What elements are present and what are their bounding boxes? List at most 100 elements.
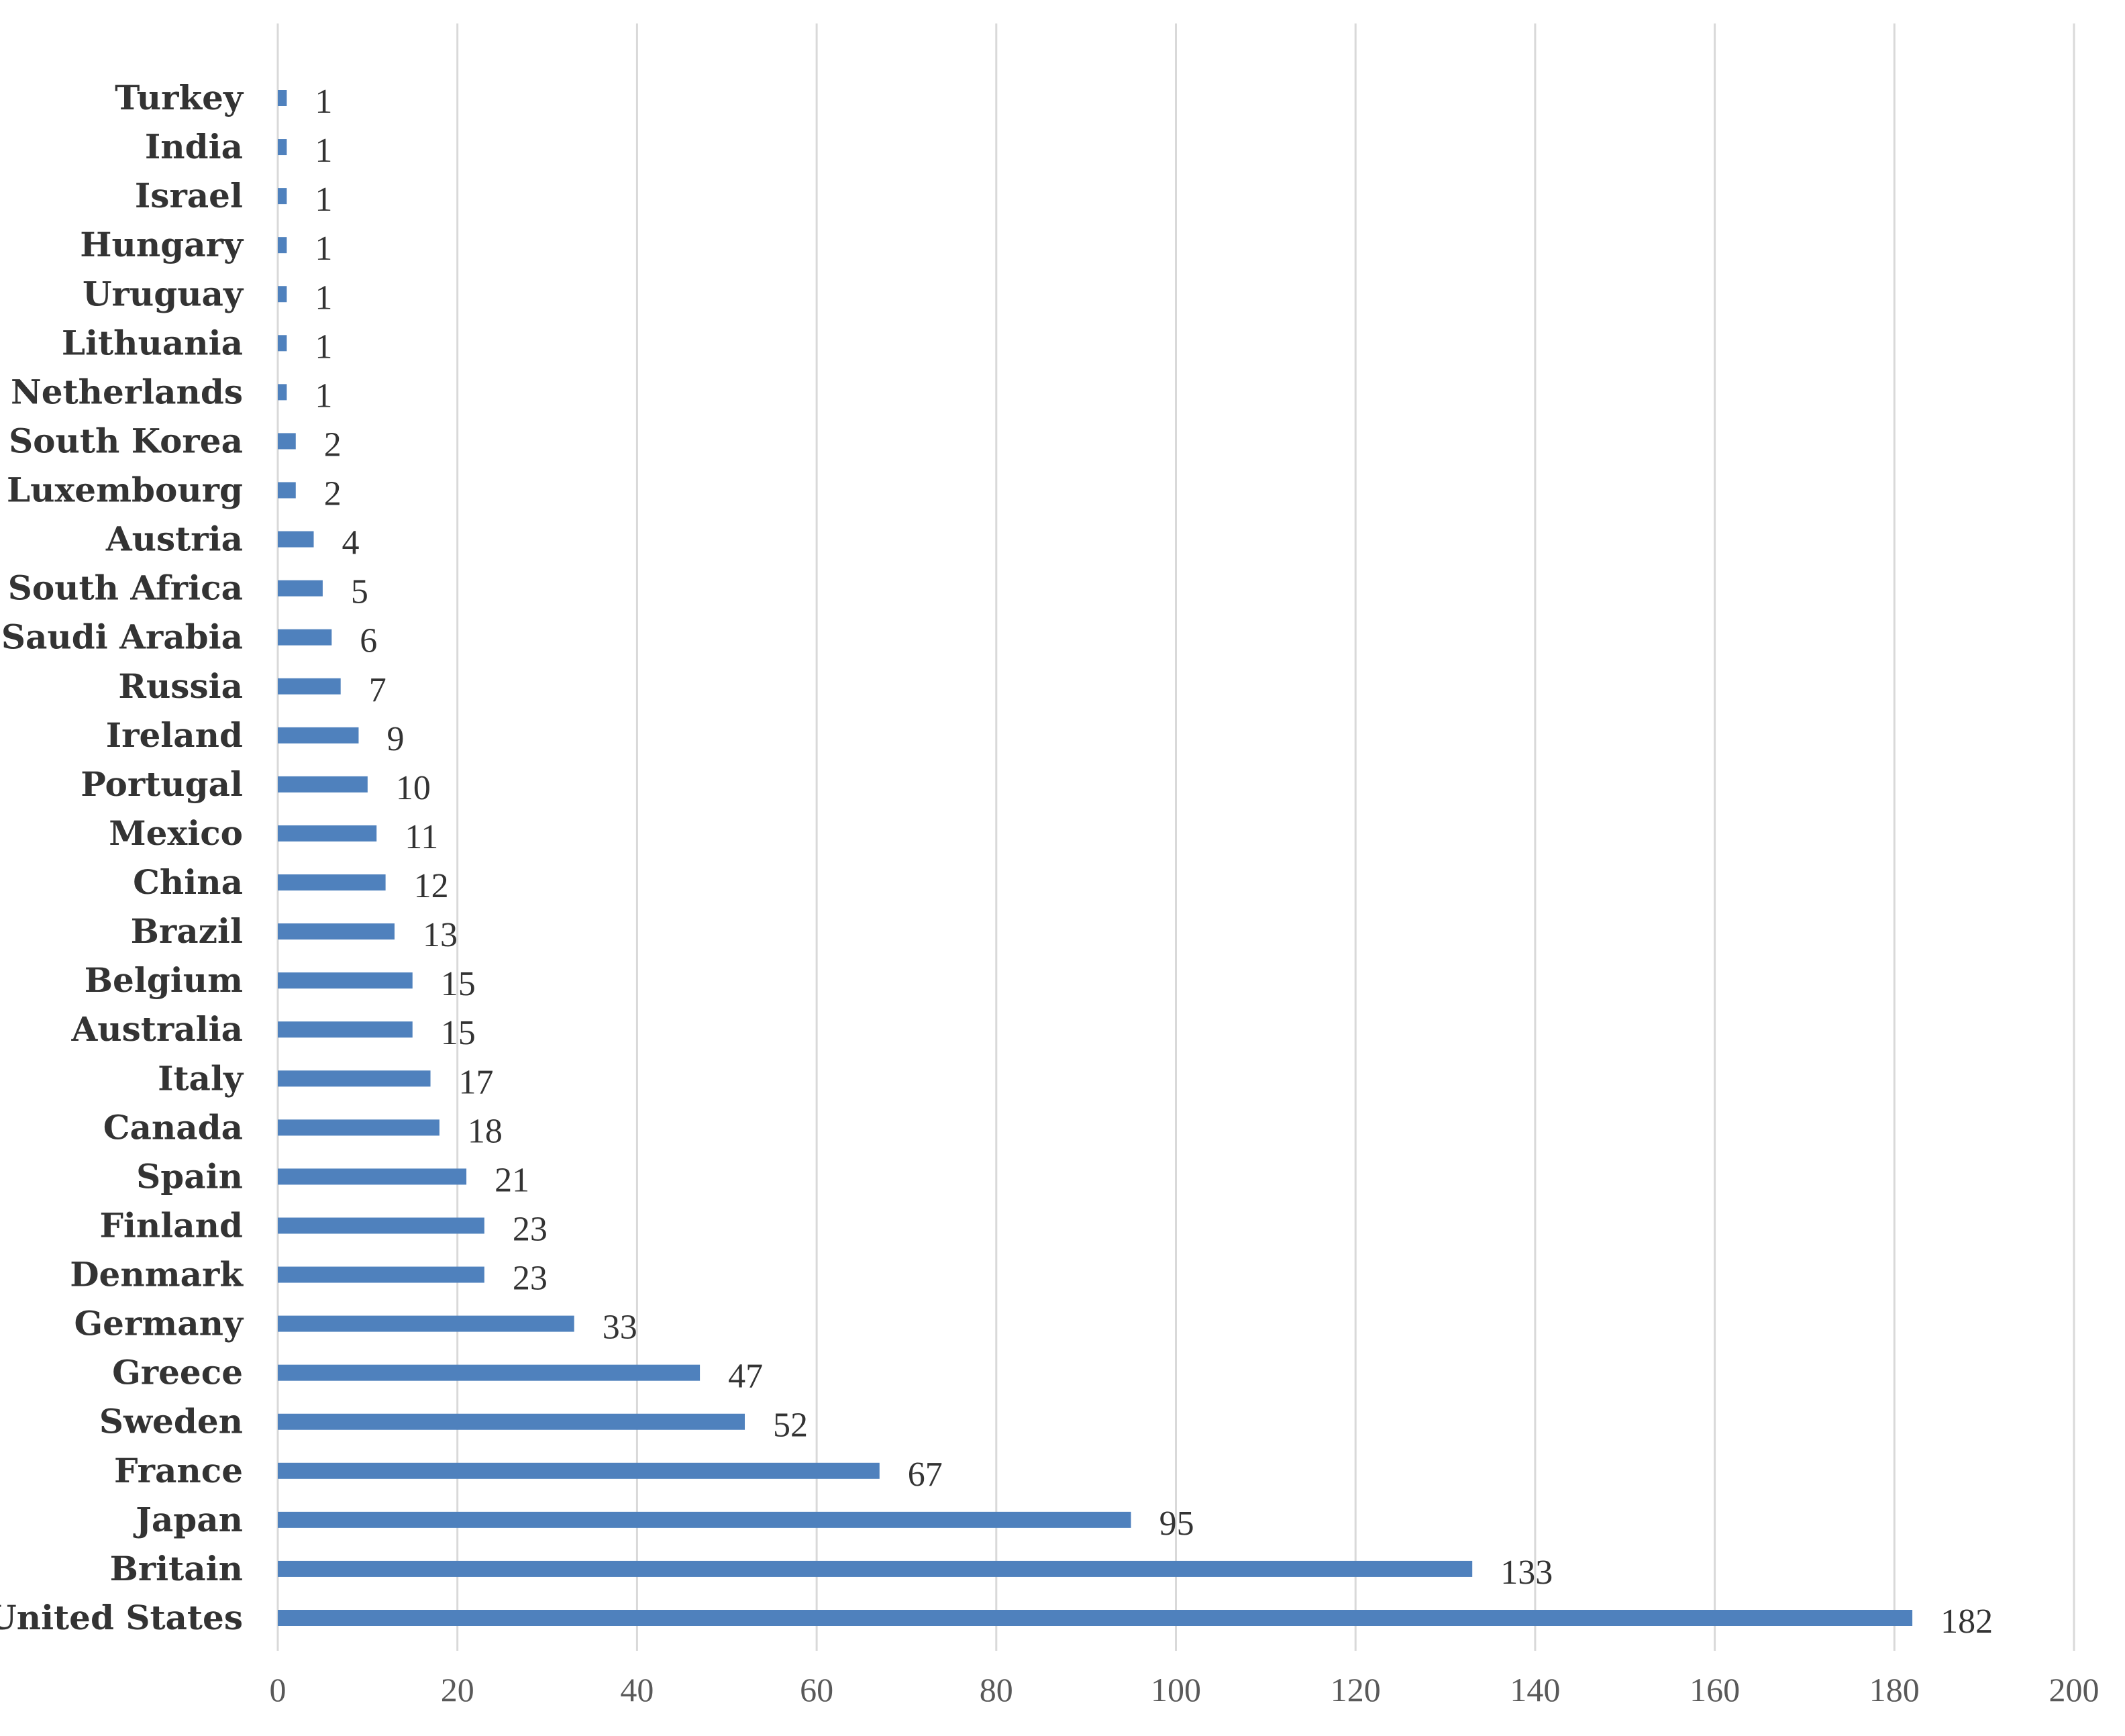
value-label-netherlands: 1 bbox=[315, 376, 332, 415]
category-label-south-korea: South Korea bbox=[9, 421, 243, 460]
bar-austria bbox=[278, 531, 314, 548]
bar-belgium bbox=[278, 972, 413, 989]
value-label-germany: 33 bbox=[603, 1309, 637, 1347]
bar-spain bbox=[278, 1168, 467, 1185]
value-label-mexico: 11 bbox=[405, 818, 438, 856]
value-label-luxembourg: 2 bbox=[324, 475, 342, 513]
x-tick-label-160: 160 bbox=[1690, 1671, 1740, 1708]
bar-israel bbox=[278, 188, 287, 205]
bar-hungary bbox=[278, 237, 287, 254]
bar-finland bbox=[278, 1217, 484, 1234]
category-label-austria: Austria bbox=[105, 519, 243, 559]
value-label-australia: 15 bbox=[441, 1014, 476, 1052]
bar-canada bbox=[278, 1119, 439, 1136]
bar-luxembourg bbox=[278, 482, 296, 499]
x-tick-label-140: 140 bbox=[1510, 1671, 1560, 1708]
category-label-denmark: Denmark bbox=[70, 1255, 244, 1294]
value-label-belgium: 15 bbox=[441, 965, 476, 1003]
value-label-france: 67 bbox=[908, 1456, 943, 1494]
x-tick-label-20: 20 bbox=[441, 1671, 474, 1708]
category-label-italy: Italy bbox=[158, 1058, 244, 1098]
bar-uruguay bbox=[278, 286, 287, 303]
x-tick-label-0: 0 bbox=[270, 1671, 287, 1708]
category-label-belgium: Belgium bbox=[85, 960, 243, 1000]
bar-greece bbox=[278, 1364, 701, 1381]
bar-south-korea bbox=[278, 433, 296, 450]
category-label-russia: Russia bbox=[118, 666, 243, 706]
category-label-india: India bbox=[145, 127, 243, 166]
category-label-turkey: Turkey bbox=[115, 78, 244, 117]
x-tick-label-120: 120 bbox=[1331, 1671, 1381, 1708]
x-tick-label-200: 200 bbox=[2049, 1671, 2100, 1708]
bar-britain bbox=[278, 1560, 1473, 1577]
category-label-mexico: Mexico bbox=[109, 813, 243, 853]
category-label-netherlands: Netherlands bbox=[11, 372, 243, 411]
value-label-greece: 47 bbox=[728, 1358, 763, 1396]
value-label-israel: 1 bbox=[315, 181, 332, 219]
x-tick-label-80: 80 bbox=[980, 1671, 1013, 1708]
x-tick-label-40: 40 bbox=[620, 1671, 654, 1708]
category-label-germany: Germany bbox=[74, 1304, 244, 1343]
value-label-denmark: 23 bbox=[513, 1260, 548, 1298]
value-label-ireland: 9 bbox=[386, 720, 404, 758]
category-label-uruguay: Uruguay bbox=[83, 274, 244, 313]
category-label-israel: Israel bbox=[135, 176, 243, 215]
value-label-south-africa: 5 bbox=[351, 573, 368, 611]
bar-brazil bbox=[278, 923, 395, 940]
bar-lithuania bbox=[278, 335, 287, 352]
value-label-sweden: 52 bbox=[773, 1407, 808, 1445]
category-label-saudi-arabia: Saudi Arabia bbox=[1, 617, 243, 657]
category-label-china: China bbox=[133, 862, 243, 902]
category-label-canada: Canada bbox=[103, 1107, 243, 1147]
bar-turkey bbox=[278, 90, 287, 106]
category-label-united-states: United States bbox=[0, 1598, 243, 1637]
bar-netherlands bbox=[278, 384, 287, 401]
value-label-lithuania: 1 bbox=[315, 327, 332, 366]
x-tick-label-100: 100 bbox=[1151, 1671, 1201, 1708]
value-label-finland: 23 bbox=[513, 1210, 548, 1248]
x-axis-tick-labels: 0 20 40 60 80 100 120 140 160 180 200 bbox=[270, 1671, 2100, 1708]
category-label-luxembourg: Luxembourg bbox=[7, 470, 243, 510]
bar-ireland bbox=[278, 727, 359, 744]
value-label-portugal: 10 bbox=[396, 769, 431, 807]
value-label-canada: 18 bbox=[468, 1112, 503, 1150]
value-label-britain: 133 bbox=[1500, 1553, 1553, 1592]
bar-australia bbox=[278, 1021, 413, 1038]
bar-denmark bbox=[278, 1266, 484, 1283]
value-label-india: 1 bbox=[315, 132, 332, 170]
gridlines bbox=[276, 23, 2075, 1651]
category-label-finland: Finland bbox=[99, 1205, 243, 1245]
bar-united-states bbox=[278, 1610, 1913, 1626]
bar-mexico bbox=[278, 825, 377, 841]
category-label-australia: Australia bbox=[70, 1009, 243, 1049]
value-label-brazil: 13 bbox=[423, 916, 458, 954]
value-labels: 1821339567524733232321181715151312111097… bbox=[315, 83, 1993, 1641]
value-label-turkey: 1 bbox=[315, 83, 332, 121]
category-label-ireland: Ireland bbox=[106, 715, 243, 755]
bar-germany bbox=[278, 1315, 574, 1332]
value-label-russia: 7 bbox=[369, 671, 386, 709]
x-tick-label-180: 180 bbox=[1869, 1671, 1920, 1708]
bars bbox=[278, 90, 1913, 1626]
category-label-spain: Spain bbox=[136, 1156, 243, 1196]
bar-china bbox=[278, 874, 386, 891]
value-label-south-korea: 2 bbox=[324, 425, 342, 464]
value-label-hungary: 1 bbox=[315, 229, 332, 268]
value-label-japan: 95 bbox=[1159, 1504, 1194, 1543]
category-label-brazil: Brazil bbox=[131, 911, 243, 951]
category-label-south-africa: South Africa bbox=[8, 568, 243, 608]
category-label-britain: Britain bbox=[110, 1549, 243, 1588]
value-label-uruguay: 1 bbox=[315, 278, 332, 317]
category-label-hungary: Hungary bbox=[80, 225, 244, 264]
value-label-united-states: 182 bbox=[1940, 1602, 1993, 1641]
bar-russia bbox=[278, 678, 341, 695]
value-label-china: 12 bbox=[414, 867, 449, 905]
bar-saudi-arabia bbox=[278, 629, 332, 646]
value-label-italy: 17 bbox=[459, 1063, 494, 1101]
bar-japan bbox=[278, 1511, 1131, 1528]
category-label-france: France bbox=[114, 1451, 243, 1490]
category-label-portugal: Portugal bbox=[81, 764, 243, 804]
value-label-austria: 4 bbox=[342, 524, 360, 562]
